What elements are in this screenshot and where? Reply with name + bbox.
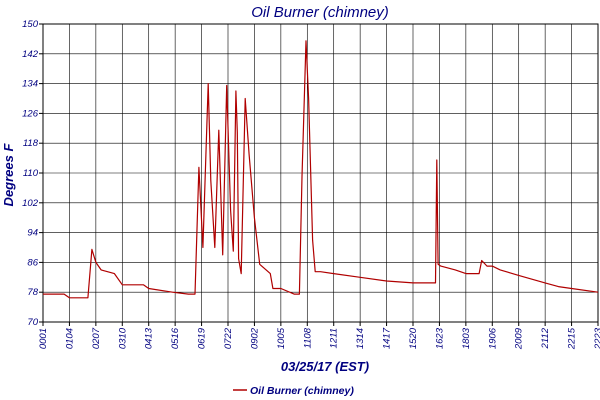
x-axis-ticks: 0001 0104 0207 0310 0413 0516 0619 0722 0902 1005… (38, 322, 600, 350)
y-tick-label: 102 (22, 198, 39, 209)
x-tick-label: 0104 (64, 328, 75, 349)
y-axis-ticks: 70 78 86 94 102 110 118 126 134 142 150 (22, 19, 43, 328)
x-axis-label: 03/25/17 (EST) (281, 359, 369, 374)
x-tick-label: 1906 (487, 327, 498, 349)
x-tick-label: 0722 (223, 327, 234, 349)
grid-lines (43, 23, 598, 323)
legend-label: Oil Burner (chimney) (250, 385, 354, 397)
x-tick-label: 1108 (302, 327, 313, 348)
x-tick-label: 1005 (276, 327, 287, 349)
chart-title: Oil Burner (chimney) (251, 4, 389, 21)
y-tick-label: 78 (27, 287, 38, 298)
series-line-oil-burner (43, 40, 599, 299)
x-tick-label: 1314 (355, 328, 366, 349)
y-tick-label: 86 (27, 257, 38, 268)
x-tick-label: 1211 (329, 328, 340, 348)
y-tick-label: 126 (22, 108, 39, 119)
legend: Oil Burner (chimney) (233, 385, 354, 397)
series-group (43, 40, 599, 299)
y-tick-label: 142 (22, 49, 39, 60)
y-tick-label: 150 (22, 19, 39, 30)
x-tick-label: 0413 (144, 327, 155, 349)
x-tick-label: 2112 (540, 327, 551, 349)
y-tick-label: 70 (27, 317, 38, 328)
x-tick-label: 0516 (170, 327, 181, 349)
y-tick-label: 134 (22, 79, 38, 90)
x-tick-label: 0207 (91, 327, 102, 349)
y-tick-label: 94 (27, 228, 38, 239)
y-tick-label: 118 (23, 138, 39, 149)
x-tick-label: 0902 (249, 327, 260, 349)
x-tick-label: 1803 (461, 327, 472, 349)
y-tick-label: 110 (23, 168, 39, 179)
x-tick-label: 0001 (38, 328, 49, 349)
x-tick-label: 0310 (117, 327, 128, 349)
x-tick-label: 1417 (382, 327, 393, 349)
y-axis-label: Degrees F (1, 143, 16, 207)
x-tick-label: 2009 (514, 327, 525, 350)
x-tick-label: 0619 (197, 327, 208, 349)
x-tick-label: 1623 (434, 327, 445, 349)
x-tick-label: 2223 (593, 327, 600, 350)
x-tick-label: 1520 (408, 327, 419, 349)
x-tick-label: 2215 (567, 327, 578, 350)
